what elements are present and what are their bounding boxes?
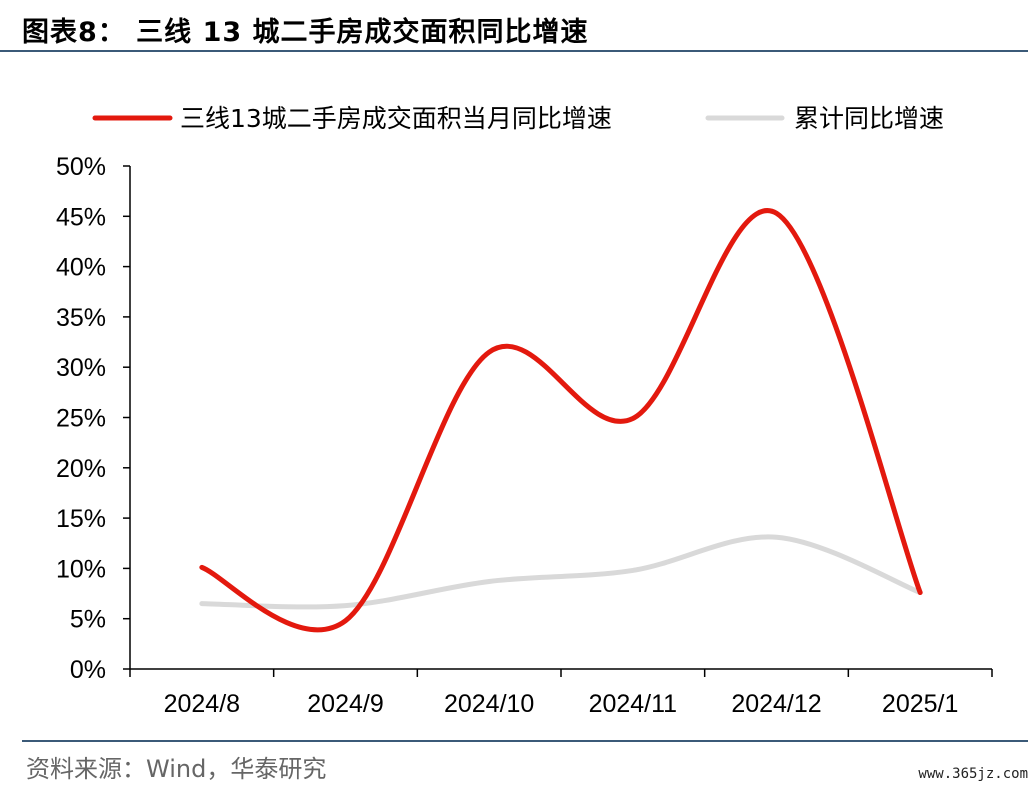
y-tick-label: 10% xyxy=(56,555,106,583)
x-tick-label: 2024/8 xyxy=(164,690,240,718)
y-tick-label: 0% xyxy=(70,656,106,684)
y-tick-label: 15% xyxy=(56,505,106,533)
top-divider xyxy=(0,50,1028,52)
watermark: www.365jz.com xyxy=(918,766,1028,782)
series-line-cumulative xyxy=(199,534,923,610)
y-tick-label: 5% xyxy=(70,606,106,634)
line-chart: 0% 5% 10% 15% 20% 25% 30% 35% 40% 45% 50% 2024/8 202… xyxy=(56,104,993,718)
figure-title: 图表8： 三线 13 城二手房成交面积同比增速 xyxy=(22,17,589,48)
source-note: 资料来源：Wind，华泰研究 xyxy=(26,755,327,783)
x-tick-label: 2024/11 xyxy=(589,690,678,718)
x-tick-label: 2024/9 xyxy=(307,690,383,718)
x-tick-label: 2024/12 xyxy=(731,690,821,718)
legend-label-monthly: 三线13城二手房成交面积当月同比增速 xyxy=(180,104,612,133)
legend-label-cumulative: 累计同比增速 xyxy=(794,104,944,133)
bottom-divider xyxy=(22,740,1028,742)
y-tick-label: 25% xyxy=(56,405,106,433)
y-tick-label: 20% xyxy=(56,455,106,483)
series-line-monthly xyxy=(199,208,923,633)
y-tick-label: 35% xyxy=(56,304,106,332)
y-tick-label: 50% xyxy=(56,153,106,181)
y-tick-label: 30% xyxy=(56,354,106,382)
y-tick-label: 40% xyxy=(56,254,106,282)
x-tick-label: 2025/1 xyxy=(882,690,958,718)
x-tick-label: 2024/10 xyxy=(444,690,534,718)
y-tick-label: 45% xyxy=(56,203,106,231)
